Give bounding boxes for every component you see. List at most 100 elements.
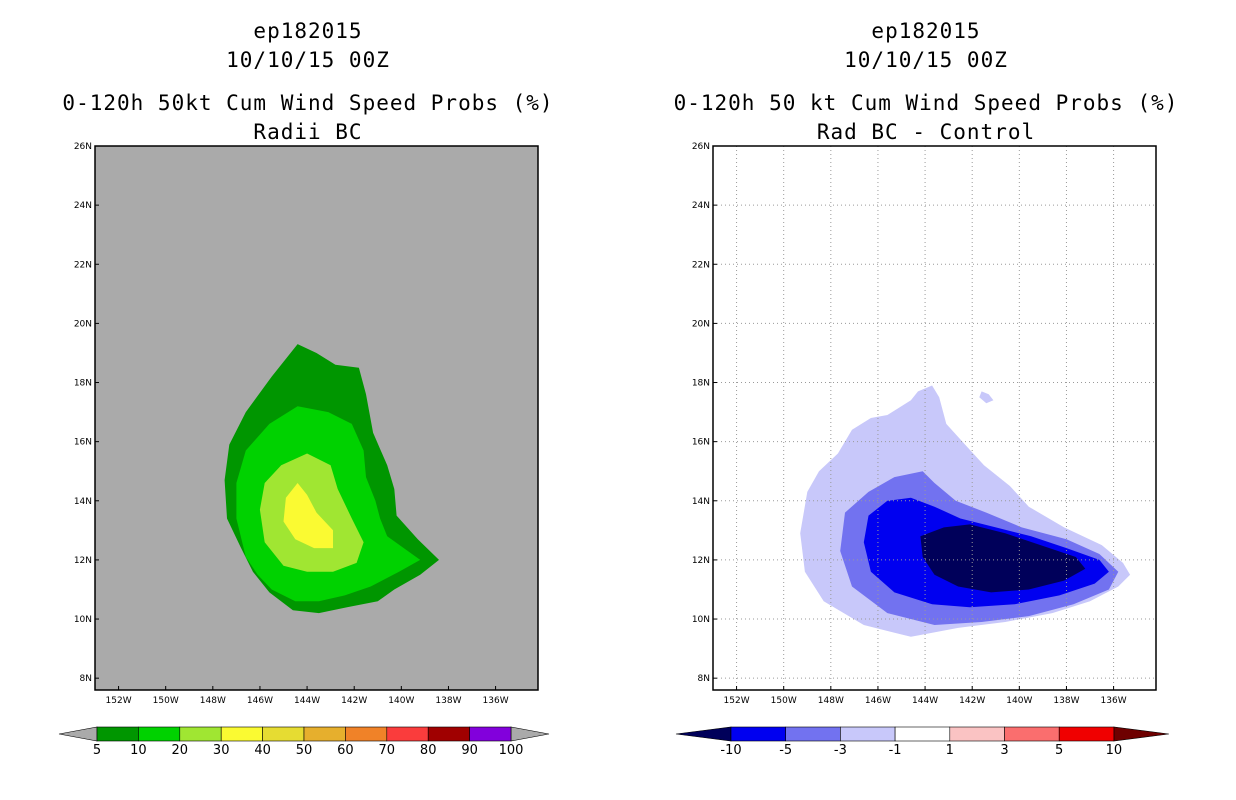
colorbar-label: 5	[93, 743, 101, 758]
y-axis: 8N 10N 12N 14N 16N 18N 20N 22N 24N 26N	[74, 142, 99, 684]
y-tick-label: 16N	[692, 438, 710, 448]
grid-lines	[713, 145, 1156, 690]
x-tick-label: 148W	[200, 696, 226, 706]
colorbar-segment	[427, 726, 470, 742]
colorbar: -10 -5 -3 -1 1 3 5 10	[675, 726, 1169, 758]
colorbar-segment	[262, 726, 305, 742]
y-tick-label: 8N	[698, 674, 710, 684]
colorbar-label: 70	[379, 743, 396, 758]
colorbar-segment	[345, 726, 388, 742]
colorbar-label: 60	[337, 743, 354, 758]
y-tick-label: 26N	[692, 142, 710, 152]
x-tick-label: 150W	[771, 696, 797, 706]
colorbar-label: 50	[296, 743, 313, 758]
colorbar-label: 40	[254, 743, 271, 758]
y-tick-label: 10N	[692, 615, 710, 625]
colorbar-label: 80	[420, 743, 437, 758]
colorbar-segment	[179, 726, 222, 742]
x-tick-label: 148W	[818, 696, 844, 706]
colorbar-label: -5	[779, 743, 792, 758]
title-line-1: ep182015	[871, 19, 980, 43]
y-tick-label: 20N	[692, 319, 710, 329]
title-line-3: 0-120h 50kt Cum Wind Speed Probs (%)	[62, 91, 553, 115]
colorbar-over-triangle	[510, 726, 550, 742]
title-line-1: ep182015	[253, 19, 362, 43]
x-tick-label: 146W	[247, 696, 273, 706]
colorbar-label: 100	[499, 743, 524, 758]
y-tick-label: 8N	[80, 674, 92, 684]
colorbar-segment	[1004, 726, 1060, 742]
x-tick-label: 142W	[341, 696, 367, 706]
title-line-4: Rad BC - Control	[817, 120, 1035, 144]
y-tick-label: 26N	[74, 142, 92, 152]
colorbar-label: 10	[130, 743, 147, 758]
colorbar-segment	[1058, 726, 1115, 742]
colorbar-label: 20	[172, 743, 189, 758]
contour-30-40	[283, 483, 333, 549]
x-tick-label: 152W	[106, 696, 132, 706]
colorbar-label: -10	[720, 743, 741, 758]
colorbar-under-triangle	[675, 726, 732, 742]
x-tick-label: 146W	[865, 696, 891, 706]
y-tick-label: 18N	[692, 379, 710, 389]
x-tick-label: 140W	[1006, 696, 1032, 706]
contour-layer	[800, 385, 1131, 637]
colorbar-label: 3	[1000, 743, 1008, 758]
x-tick-label: 144W	[294, 696, 320, 706]
y-axis: 8N 10N 12N 14N 16N 18N 20N 22N 24N 26N	[692, 142, 717, 684]
x-tick-label: 136W	[1101, 696, 1127, 706]
colorbar-label: -3	[834, 743, 847, 758]
colorbar-label: 30	[213, 743, 230, 758]
x-tick-label: 150W	[153, 696, 179, 706]
title-line-2: 10/10/15 00Z	[226, 48, 390, 72]
x-axis: 152W 150W 148W 146W 144W 142W 140W 138W 136W	[724, 686, 1127, 706]
panel-rad-bc-minus-control: ep182015 10/10/15 00Z 0-120h 50 kt Cum W…	[674, 19, 1179, 758]
y-tick-label: 16N	[74, 438, 92, 448]
y-tick-label: 12N	[692, 556, 710, 566]
contour--3-to-1-patch-	[979, 391, 994, 404]
colorbar-segment	[469, 726, 512, 742]
y-tick-label: 10N	[74, 615, 92, 625]
colorbar-segment	[96, 726, 139, 742]
colorbar-label: 90	[461, 743, 478, 758]
contour-<-10	[920, 524, 1086, 593]
colorbar-segment	[949, 726, 1005, 742]
colorbar-segment	[840, 726, 896, 742]
colorbar-segment	[894, 726, 951, 742]
colorbar: 5 10 20 30 40 50 60 70 80 90 100	[58, 726, 550, 758]
y-tick-label: 14N	[74, 497, 92, 507]
y-tick-label: 24N	[692, 201, 710, 211]
x-tick-label: 144W	[912, 696, 938, 706]
colorbar-label: 1	[946, 743, 954, 758]
y-tick-label: 24N	[74, 201, 92, 211]
x-tick-label: 136W	[483, 696, 509, 706]
colorbar-label: -1	[889, 743, 902, 758]
x-tick-label: 138W	[1053, 696, 1079, 706]
colorbar-segment	[386, 726, 429, 742]
x-axis: 152W 150W 148W 146W 144W 142W 140W 138W 136W	[106, 686, 509, 706]
x-tick-label: 138W	[435, 696, 461, 706]
panel-radii-bc: ep182015 10/10/15 00Z 0-120h 50kt Cum Wi…	[58, 19, 553, 758]
title-line-2: 10/10/15 00Z	[844, 48, 1008, 72]
y-tick-label: 22N	[692, 260, 710, 270]
y-tick-label: 20N	[74, 319, 92, 329]
title-line-4: Radii BC	[253, 120, 362, 144]
colorbar-segment	[138, 726, 181, 742]
y-tick-label: 22N	[74, 260, 92, 270]
colorbar-under-triangle	[58, 726, 98, 742]
contour-layer	[224, 344, 439, 614]
x-tick-label: 152W	[724, 696, 750, 706]
colorbar-segment	[730, 726, 787, 742]
colorbar-segment	[785, 726, 841, 742]
colorbar-label: 10	[1106, 743, 1123, 758]
x-tick-label: 142W	[959, 696, 985, 706]
y-tick-label: 14N	[692, 497, 710, 507]
title-line-3: 0-120h 50 kt Cum Wind Speed Probs (%)	[674, 91, 1179, 115]
plot-frame	[94, 145, 539, 691]
colorbar-segment	[303, 726, 346, 742]
colorbar-label: 5	[1055, 743, 1063, 758]
y-tick-label: 12N	[74, 556, 92, 566]
y-tick-label: 18N	[74, 379, 92, 389]
x-tick-label: 140W	[388, 696, 414, 706]
